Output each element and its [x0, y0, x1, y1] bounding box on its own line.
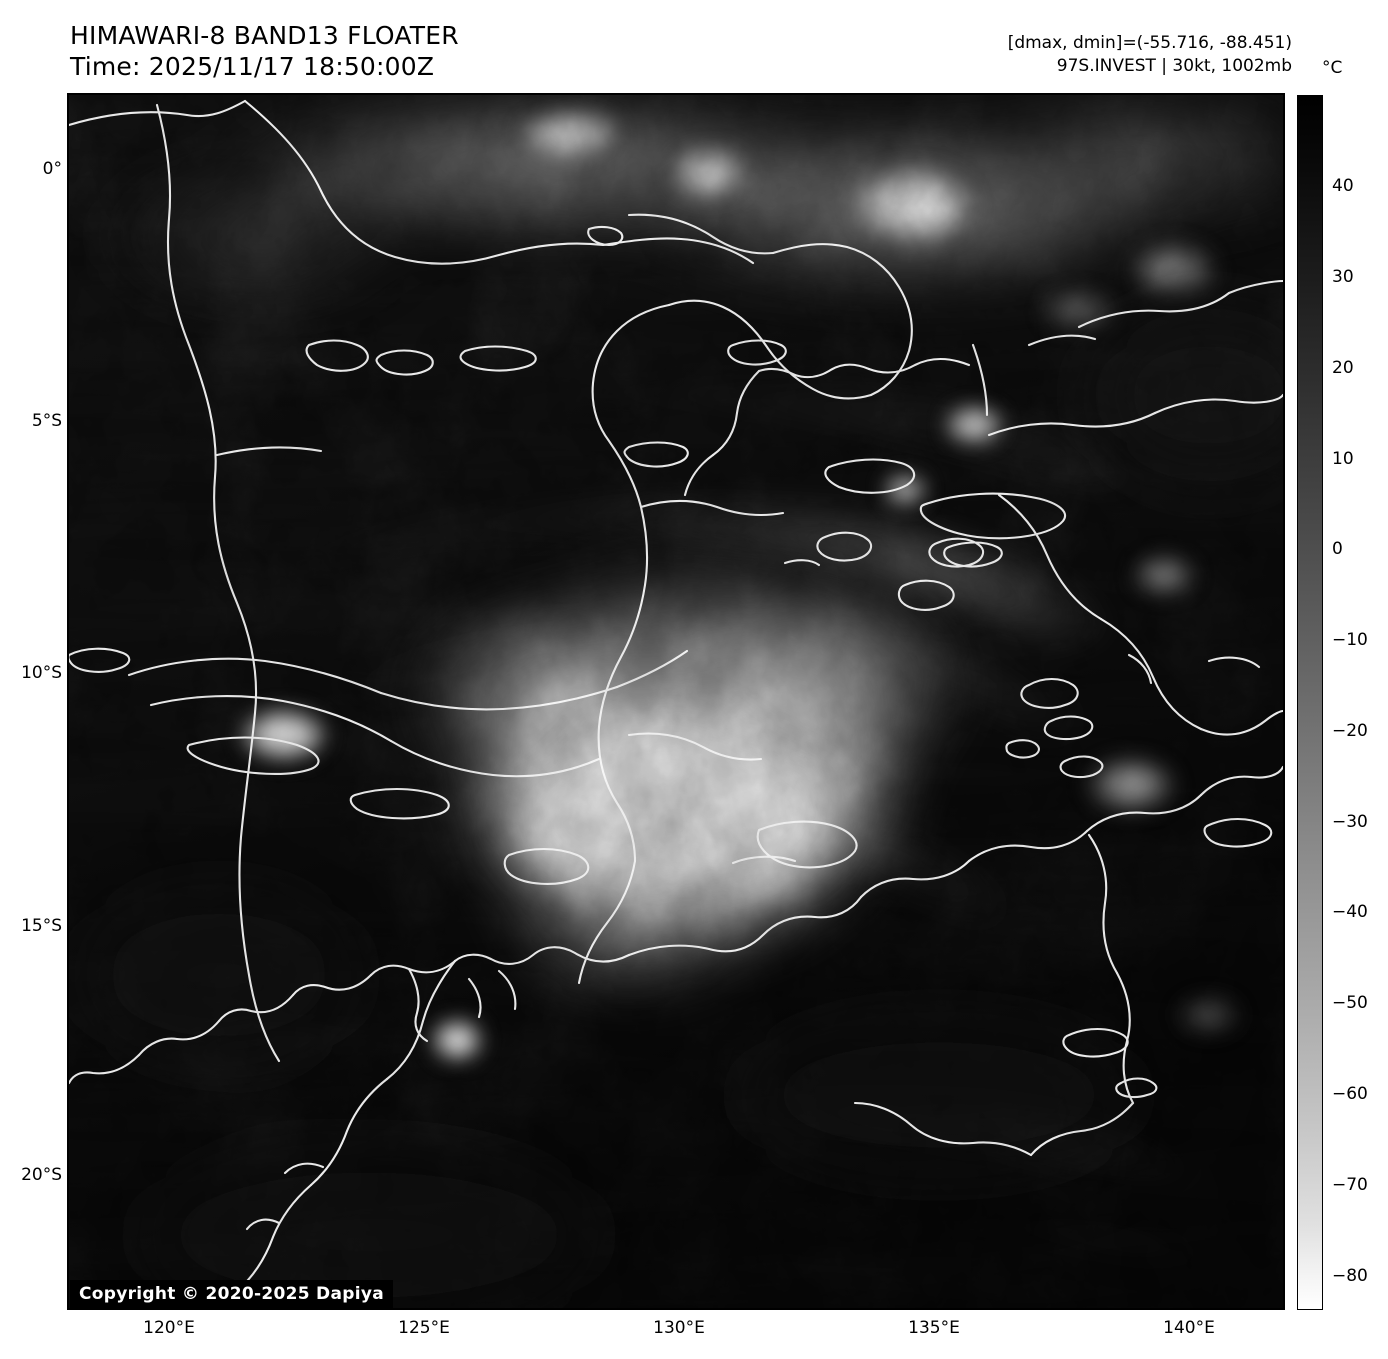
xtick-label-1: 125°E [398, 1318, 450, 1338]
ytick-label-2: 10°S [21, 663, 62, 683]
xtick-label-0: 120°E [143, 1318, 195, 1338]
cbar-tick-m60: −60 [1332, 1084, 1368, 1104]
ytick-label-4: 20°S [21, 1165, 62, 1185]
storm-info-readout: 97S.INVEST | 30kt, 1002mb [1056, 56, 1292, 76]
cbar-tick-m10: −10 [1332, 630, 1368, 650]
title-product: HIMAWARI-8 BAND13 FLOATER [70, 21, 459, 50]
xtick-label-2: 130°E [653, 1318, 705, 1338]
cbar-tick-m40: −40 [1332, 902, 1368, 922]
cbar-tick-10: 10 [1332, 449, 1354, 469]
cbar-tick-m50: −50 [1332, 993, 1368, 1013]
title-timestamp: Time: 2025/11/17 18:50:00Z [70, 52, 435, 81]
satellite-map[interactable] [67, 93, 1285, 1310]
colorbar-unit-label: °C [1322, 58, 1343, 78]
ytick-label-0: 0° [42, 159, 62, 179]
xtick-label-3: 135°E [908, 1318, 960, 1338]
dmax-dmin-readout: [dmax, dmin]=(-55.716, -88.451) [1007, 33, 1292, 53]
cbar-tick-m30: −30 [1332, 812, 1368, 832]
xtick-label-4: 140°E [1163, 1318, 1215, 1338]
page-title: HIMAWARI-8 BAND13 FLOATER Time: 2025/11/… [70, 20, 770, 82]
cbar-tick-0: 0 [1332, 539, 1343, 559]
ytick-label-1: 5°S [31, 411, 62, 431]
cbar-tick-m80: −80 [1332, 1266, 1368, 1286]
cbar-tick-20: 20 [1332, 358, 1354, 378]
cbar-tick-m70: −70 [1332, 1175, 1368, 1195]
copyright-banner: Copyright © 2020-2025 Dapiya [70, 1280, 393, 1309]
cbar-tick-30: 30 [1332, 267, 1354, 287]
temperature-colorbar[interactable] [1297, 95, 1323, 1310]
metadata-block: [dmax, dmin]=(-55.716, -88.451) 97S.INVE… [1008, 32, 1292, 78]
ytick-label-3: 15°S [21, 916, 62, 936]
cbar-tick-40: 40 [1332, 176, 1354, 196]
cbar-tick-m20: −20 [1332, 721, 1368, 741]
infrared-brightness-temperature-raster [69, 95, 1283, 1308]
